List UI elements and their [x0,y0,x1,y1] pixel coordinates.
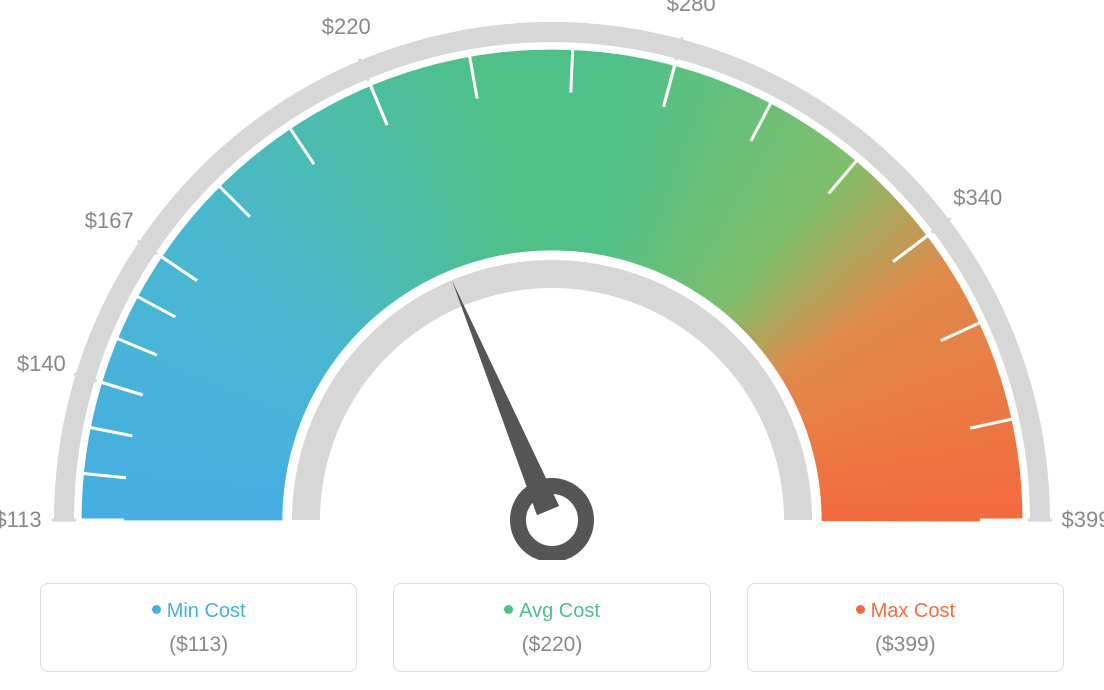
gauge-tick-label: $280 [667,0,716,17]
gauge-tick-label: $220 [322,14,371,40]
legend-card-avg: Avg Cost ($220) [393,583,710,672]
legend-value-min: ($113) [51,633,346,657]
legend-card-max: Max Cost ($399) [747,583,1064,672]
legend-label-min: Min Cost [167,600,246,622]
legend-dot-avg [504,605,513,614]
gauge-chart: $113 $140 $167 $220 $280 $340 $399 [0,0,1104,560]
legend-row: Min Cost ($113) Avg Cost ($220) Max Cost… [0,583,1104,672]
gauge-svg [0,0,1104,560]
gauge-tick-label: $167 [85,208,134,234]
legend-title-avg: Avg Cost [404,600,699,623]
legend-label-max: Max Cost [871,600,955,622]
legend-value-max: ($399) [758,633,1053,657]
gauge-tick-label: $340 [953,185,1002,211]
gauge-tick-label: $399 [1062,507,1104,533]
legend-title-max: Max Cost [758,600,1053,623]
legend-dot-max [856,605,865,614]
legend-value-avg: ($220) [404,633,699,657]
legend-title-min: Min Cost [51,600,346,623]
legend-label-avg: Avg Cost [519,600,600,622]
legend-dot-min [152,605,161,614]
gauge-tick-label: $140 [17,351,66,377]
gauge-tick-label: $113 [0,507,42,533]
legend-card-min: Min Cost ($113) [40,583,357,672]
